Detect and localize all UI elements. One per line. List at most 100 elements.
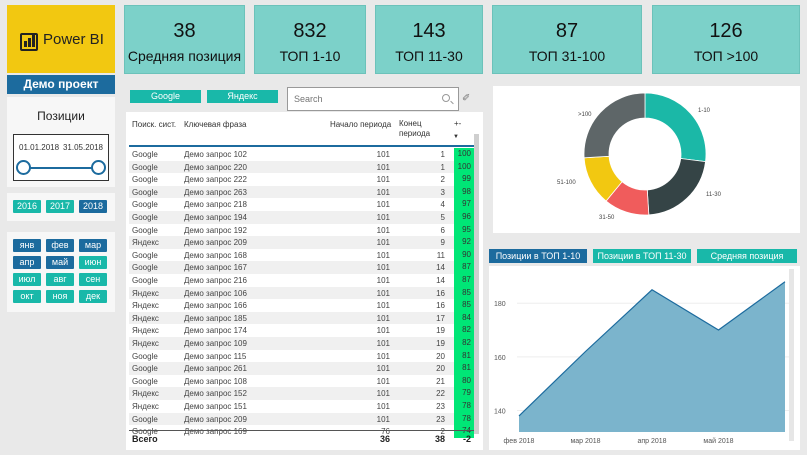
table-row[interactable]: Google Демо запрос 108 101 21 80	[129, 374, 474, 388]
cell-keyword: Демо запрос 209	[184, 414, 247, 424]
search-input[interactable]	[294, 92, 434, 106]
project-name: Демо проект	[7, 75, 115, 94]
table-row[interactable]: Google Демо запрос 209 101 23 78	[129, 412, 474, 426]
slider-start-handle[interactable]	[16, 160, 31, 175]
month-oct-button[interactable]: окт	[13, 290, 41, 303]
cell-end: 16	[436, 301, 445, 311]
table-row[interactable]: Яндекс Демо запрос 106 101 16 85	[129, 286, 474, 300]
year-2016-button[interactable]: 2016	[13, 200, 41, 213]
cell-start: 101	[376, 213, 390, 222]
month-dec-button[interactable]: дек	[79, 290, 107, 303]
donut-slice[interactable]	[646, 158, 706, 216]
keywords-table: Поиск. сист. Ключевая фраза Начало перио…	[126, 112, 483, 450]
cell-engine: Google	[132, 187, 158, 197]
cell-engine: Яндекс	[132, 389, 159, 399]
month-jul-button[interactable]: июл	[13, 273, 41, 286]
x-tick-label: фев 2018	[504, 438, 535, 445]
area-line	[518, 281, 786, 417]
header-keyword[interactable]: Ключевая фраза	[184, 120, 247, 129]
cell-keyword: Демо запрос 263	[184, 187, 247, 197]
year-2017-button[interactable]: 2017	[46, 200, 74, 213]
donut-slice[interactable]	[583, 92, 646, 159]
kpi-label: ТОП >100	[693, 48, 759, 64]
google-filter-button[interactable]: Google	[130, 90, 201, 103]
table-row[interactable]: Яндекс Демо запрос 151 101 23 78	[129, 400, 474, 413]
month-jun-button[interactable]: июн	[79, 256, 107, 269]
cell-start: 101	[376, 238, 390, 248]
header-end-period[interactable]: Конец периода	[399, 119, 430, 139]
cell-engine: Google	[132, 376, 158, 386]
donut-slice[interactable]	[644, 92, 707, 163]
cell-end: 20	[436, 364, 445, 374]
tab-average-position[interactable]: Средняя позиция	[697, 249, 797, 263]
slider-end-handle[interactable]	[91, 160, 106, 175]
table-row[interactable]: Google Демо запрос 218 101 4 97	[129, 198, 474, 211]
yandex-filter-button[interactable]: Яндекс	[207, 90, 278, 103]
table-row[interactable]: Яндекс Демо запрос 152 101 22 79	[129, 387, 474, 400]
header-divider	[129, 145, 474, 147]
cell-start: 101	[376, 414, 390, 424]
table-row[interactable]: Яндекс Демо запрос 109 101 19 82	[129, 337, 474, 350]
cell-engine: Google	[132, 150, 158, 159]
kpi-top-11-30: 143 ТОП 11-30	[375, 5, 483, 74]
month-aug-button[interactable]: авг	[46, 273, 74, 286]
cell-end: 16	[436, 288, 445, 298]
cell-start: 101	[376, 263, 390, 273]
y-tick-label: 140	[494, 409, 506, 416]
cell-delta: 87	[454, 274, 474, 287]
scrollbar-thumb[interactable]	[474, 134, 479, 434]
table-row[interactable]: Google Демо запрос 102 101 1 100	[129, 148, 474, 161]
cell-end: 3	[440, 187, 445, 197]
kpi-value: 143	[412, 20, 446, 42]
table-row[interactable]: Яндекс Демо запрос 174 101 19 82	[129, 324, 474, 337]
cell-keyword: Демо запрос 168	[184, 250, 247, 260]
table-row[interactable]: Google Демо запрос 216 101 14 87	[129, 274, 474, 287]
tab-top-11-30[interactable]: Позиции в ТОП 11-30	[593, 249, 691, 263]
table-row[interactable]: Google Демо запрос 192 101 6 95	[129, 223, 474, 237]
year-2018-button[interactable]: 2018	[79, 200, 107, 213]
table-row[interactable]: Google Демо запрос 263 101 3 98	[129, 185, 474, 199]
power-bi-logo: Power BI	[7, 5, 115, 73]
cell-keyword: Демо запрос 192	[184, 225, 247, 235]
header-engine[interactable]: Поиск. сист.	[132, 120, 177, 129]
header-start-period[interactable]: Начало периода	[330, 120, 392, 129]
tab-top-1-10[interactable]: Позиции в ТОП 1-10	[489, 249, 587, 263]
month-nov-button[interactable]: ноя	[46, 290, 74, 303]
table-row[interactable]: Google Демо запрос 115 101 20 81	[129, 349, 474, 363]
chart-scrollbar[interactable]	[789, 269, 794, 441]
table-row[interactable]: Google Демо запрос 222 101 2 99	[129, 173, 474, 186]
table-row[interactable]: Google Демо запрос 220 101 1 100	[129, 160, 474, 174]
month-may-button[interactable]: май	[46, 256, 74, 269]
cell-engine: Яндекс	[132, 238, 159, 248]
month-jan-button[interactable]: янв	[13, 239, 41, 252]
search-box[interactable]	[287, 87, 459, 111]
month-feb-button[interactable]: фев	[46, 239, 74, 252]
table-row[interactable]: Google Демо запрос 167 101 14 87	[129, 261, 474, 274]
cell-end: 1	[440, 162, 445, 172]
table-row[interactable]: Яндекс Демо запрос 209 101 9 92	[129, 236, 474, 249]
sort-desc-icon[interactable]: ▼	[453, 134, 459, 140]
month-apr-button[interactable]: апр	[13, 256, 41, 269]
eraser-icon[interactable]: ✐	[462, 93, 471, 104]
kpi-value: 87	[555, 20, 579, 42]
cell-keyword: Демо запрос 152	[184, 389, 247, 399]
table-total-row: Всего 36 38 -2	[129, 430, 474, 446]
header-delta[interactable]: +-	[454, 119, 462, 128]
search-icon[interactable]	[442, 94, 450, 102]
cell-engine: Google	[132, 213, 158, 222]
cell-end: 4	[440, 200, 445, 210]
table-row[interactable]: Google Демо запрос 168 101 11 90	[129, 248, 474, 262]
date-from: 01.01.2018	[19, 143, 60, 152]
table-row[interactable]: Google Демо запрос 194 101 5 96	[129, 211, 474, 224]
month-sep-button[interactable]: сен	[79, 273, 107, 286]
cell-engine: Яндекс	[132, 326, 159, 336]
cell-keyword: Демо запрос 109	[184, 339, 247, 348]
table-row[interactable]: Яндекс Демо запрос 166 101 16 85	[129, 299, 474, 312]
table-row[interactable]: Google Демо запрос 261 101 20 81	[129, 362, 474, 375]
cell-start: 101	[376, 364, 390, 374]
date-range-slider[interactable]: 01.01.2018 31.05.2018	[13, 134, 109, 181]
month-mar-button[interactable]: мар	[79, 239, 107, 252]
power-bi-icon	[20, 33, 38, 51]
table-scrollbar[interactable]	[474, 134, 479, 434]
table-row[interactable]: Яндекс Демо запрос 185 101 17 84	[129, 311, 474, 325]
